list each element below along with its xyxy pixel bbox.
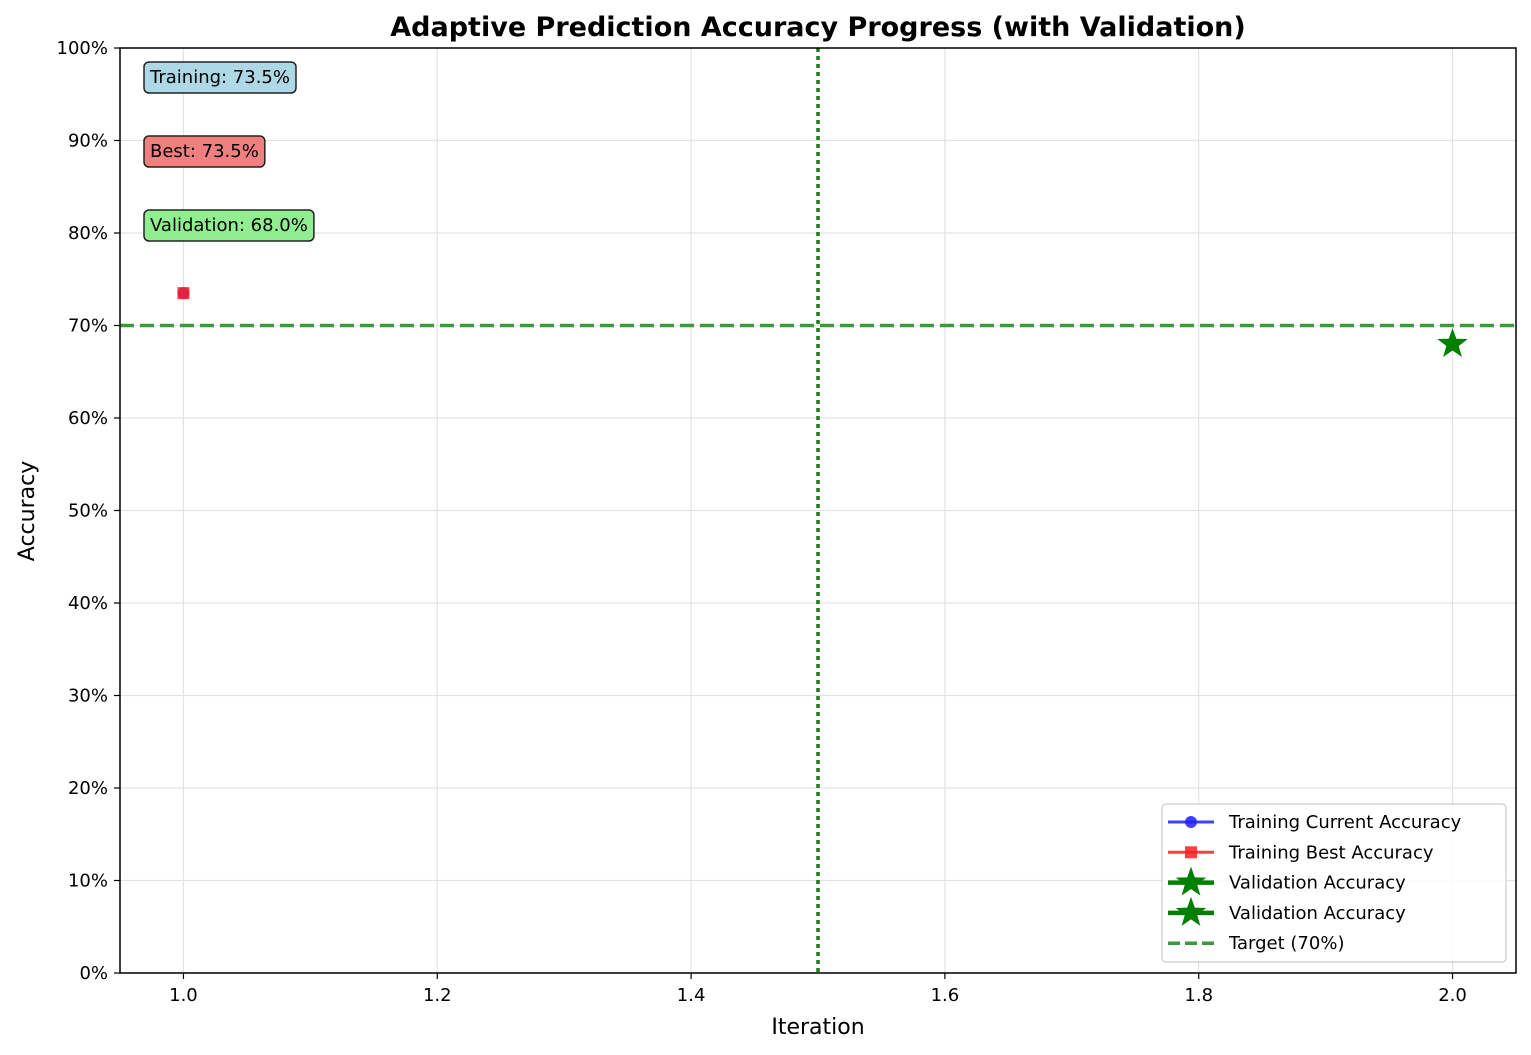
legend-box xyxy=(1161,803,1507,963)
y-tick-label: 90% xyxy=(68,131,108,152)
legend-marker xyxy=(1185,846,1197,859)
x-tick-label: 1.4 xyxy=(677,985,706,1006)
annotation-text: Training: 73.5% xyxy=(149,67,290,88)
legend-label: Training Best Accuracy xyxy=(1228,842,1434,863)
annotation-text: Validation: 68.0% xyxy=(150,215,308,236)
legend-entry: Training Current Accuracy xyxy=(1168,812,1462,833)
validation-point xyxy=(1437,328,1468,357)
y-tick-label: 80% xyxy=(68,223,108,244)
x-tick-label: 1.2 xyxy=(423,985,452,1006)
reference-lines xyxy=(120,48,1516,973)
annotation-box xyxy=(143,209,315,242)
training-best-point xyxy=(177,287,190,300)
legend-entry: Training Best Accuracy xyxy=(1168,842,1434,863)
annotation-text: Best: 73.5% xyxy=(150,141,259,162)
data-series xyxy=(177,287,1468,357)
legend: Training Current Accuracy Training Best A… xyxy=(1161,803,1507,963)
x-tick-label: 1.8 xyxy=(1184,985,1213,1006)
y-tick-label: 10% xyxy=(68,871,108,892)
y-tick-label: 20% xyxy=(68,778,108,799)
legend-marker xyxy=(1175,896,1207,926)
y-tick-label: 0% xyxy=(79,963,108,984)
legend-entry: Target (70%) xyxy=(1168,933,1344,954)
training-annotation: Training: 73.5% xyxy=(143,61,297,94)
legend-label: Validation Accuracy xyxy=(1229,903,1406,924)
x-tick-label: 1.6 xyxy=(931,985,960,1006)
y-axis-label: Accuracy xyxy=(15,461,40,561)
y-axis-ticks: 0% 10% 20% 30% 40% 50% 60% 70% 80% 90% 100% xyxy=(57,38,120,984)
annotations: Training: 73.5% Best: 73.5% Validation: 68… xyxy=(143,61,315,242)
y-tick-label: 30% xyxy=(68,686,108,707)
legend-marker xyxy=(1185,816,1197,828)
y-tick-label: 100% xyxy=(57,38,108,59)
legend-label: Training Current Accuracy xyxy=(1228,812,1462,833)
best-annotation: Best: 73.5% xyxy=(143,135,266,168)
x-tick-label: 1.0 xyxy=(169,985,198,1006)
x-axis-label: Iteration xyxy=(771,1015,864,1040)
x-axis-ticks: 1.0 1.2 1.4 1.6 1.8 2.0 xyxy=(169,973,1467,1006)
legend-entry: Validation Accuracy xyxy=(1168,866,1406,896)
annotation-box xyxy=(143,135,266,168)
legend-label: Validation Accuracy xyxy=(1229,873,1406,894)
y-tick-label: 60% xyxy=(68,408,108,429)
y-tick-label: 50% xyxy=(68,501,108,522)
y-tick-label: 70% xyxy=(68,316,108,337)
chart-title: Adaptive Prediction Accuracy Progress (w… xyxy=(390,12,1245,43)
legend-marker xyxy=(1175,866,1207,896)
x-tick-label: 2.0 xyxy=(1438,985,1467,1006)
annotation-box xyxy=(143,61,297,94)
legend-entry: Validation Accuracy xyxy=(1168,896,1406,926)
validation-annotation: Validation: 68.0% xyxy=(143,209,315,242)
y-tick-label: 40% xyxy=(68,593,108,614)
legend-label: Target (70%) xyxy=(1228,933,1344,954)
